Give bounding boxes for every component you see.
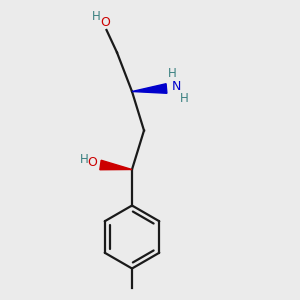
- Text: H: H: [92, 11, 100, 23]
- Text: O: O: [87, 156, 97, 169]
- Text: N: N: [172, 80, 181, 94]
- Polygon shape: [132, 84, 167, 93]
- Polygon shape: [100, 160, 132, 170]
- Text: O: O: [100, 16, 110, 28]
- Text: H: H: [179, 92, 188, 104]
- Text: H: H: [80, 153, 88, 166]
- Text: H: H: [167, 67, 176, 80]
